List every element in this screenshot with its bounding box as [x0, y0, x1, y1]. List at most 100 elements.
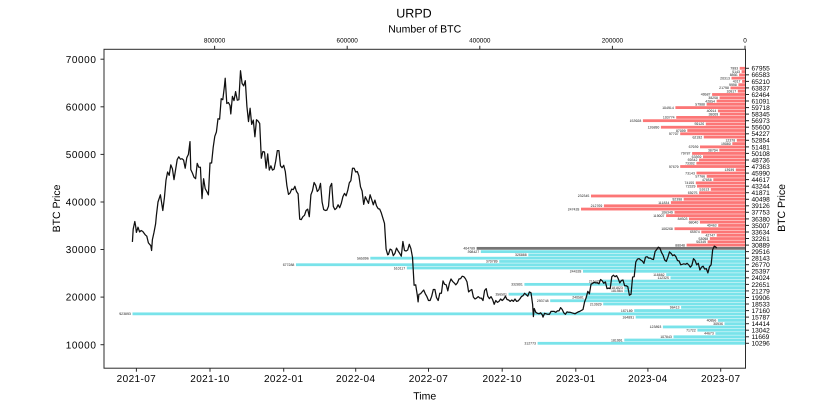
svg-text:Number of BTC: Number of BTC [388, 23, 461, 35]
svg-text:213929: 213929 [590, 302, 602, 306]
svg-text:52854: 52854 [752, 138, 771, 145]
svg-text:10817: 10817 [726, 89, 736, 93]
svg-text:57988: 57988 [695, 103, 705, 107]
svg-text:40000: 40000 [66, 198, 97, 209]
svg-text:2023-01: 2023-01 [556, 374, 596, 385]
svg-text:25397: 25397 [752, 269, 771, 276]
svg-text:7993: 7993 [730, 67, 738, 71]
svg-text:38258: 38258 [708, 96, 718, 100]
svg-text:48736: 48736 [752, 157, 771, 164]
svg-text:45990: 45990 [752, 171, 771, 178]
svg-text:49587: 49587 [701, 93, 711, 97]
svg-text:63837: 63837 [752, 85, 771, 92]
svg-text:37753: 37753 [752, 210, 771, 217]
svg-text:Time: Time [413, 391, 436, 403]
svg-text:600000: 600000 [337, 37, 359, 44]
svg-text:58345: 58345 [752, 112, 771, 119]
svg-text:11669: 11669 [752, 334, 770, 341]
svg-text:33634: 33634 [752, 229, 771, 236]
svg-text:181984: 181984 [611, 289, 623, 293]
svg-text:51481: 51481 [752, 144, 771, 151]
svg-text:21798: 21798 [719, 86, 729, 90]
svg-text:111834: 111834 [658, 201, 669, 205]
svg-text:96413: 96413 [670, 306, 680, 310]
svg-text:17160: 17160 [752, 308, 771, 315]
svg-text:398427: 398427 [468, 250, 480, 254]
svg-text:10000: 10000 [66, 340, 97, 351]
svg-text:10296: 10296 [752, 341, 771, 348]
svg-text:68040: 68040 [689, 220, 699, 224]
svg-text:181823: 181823 [611, 286, 623, 290]
svg-text:19080: 19080 [721, 142, 731, 146]
svg-text:54227: 54227 [752, 131, 771, 138]
svg-text:181991: 181991 [611, 338, 623, 342]
svg-text:URPD: URPD [396, 7, 431, 21]
svg-text:247428: 247428 [568, 207, 580, 211]
svg-text:71722: 71722 [686, 328, 696, 332]
svg-text:61091: 61091 [752, 98, 771, 105]
svg-text:244328: 244328 [570, 270, 582, 274]
svg-text:30000: 30000 [66, 245, 97, 256]
svg-text:57766: 57766 [695, 175, 705, 179]
svg-text:18533: 18533 [752, 301, 771, 308]
svg-text:28143: 28143 [752, 256, 771, 263]
svg-text:326888: 326888 [515, 253, 527, 257]
svg-text:800000: 800000 [204, 37, 226, 44]
svg-text:BTC Price: BTC Price [776, 184, 788, 232]
svg-text:404789: 404789 [463, 247, 475, 251]
svg-text:26770: 26770 [752, 262, 771, 269]
svg-text:24024: 24024 [752, 275, 771, 282]
svg-text:36380: 36380 [752, 216, 771, 223]
svg-text:92398: 92398 [672, 198, 682, 202]
svg-text:104914: 104914 [662, 106, 674, 110]
svg-text:215429: 215429 [589, 279, 601, 283]
svg-text:123893: 123893 [650, 325, 662, 329]
svg-text:164891: 164891 [622, 315, 634, 319]
svg-text:15787: 15787 [752, 315, 771, 322]
svg-text:232345: 232345 [578, 194, 590, 198]
svg-text:62464: 62464 [752, 92, 771, 99]
svg-text:67939: 67939 [689, 145, 699, 149]
svg-text:74155: 74155 [684, 181, 694, 185]
svg-text:42854: 42854 [705, 99, 715, 103]
svg-text:153928: 153928 [630, 119, 642, 123]
svg-text:21279: 21279 [752, 288, 771, 295]
svg-text:38009: 38009 [708, 112, 718, 116]
svg-text:13939: 13939 [724, 168, 734, 172]
svg-text:44673: 44673 [704, 332, 714, 336]
svg-text:67955: 67955 [752, 66, 771, 73]
svg-text:30889: 30889 [752, 243, 771, 250]
svg-text:126890: 126890 [648, 125, 660, 129]
svg-text:2022-10: 2022-10 [482, 374, 522, 385]
svg-text:332801: 332801 [511, 283, 523, 287]
svg-text:2021-10: 2021-10 [190, 374, 230, 385]
svg-text:212769: 212769 [591, 204, 603, 208]
svg-text:35007: 35007 [752, 223, 771, 230]
svg-text:20313: 20313 [720, 76, 730, 80]
svg-text:70000: 70000 [66, 55, 97, 66]
svg-text:73302: 73302 [685, 161, 695, 165]
svg-text:356501: 356501 [495, 292, 507, 296]
svg-text:42747: 42747 [705, 234, 715, 238]
svg-text:12378: 12378 [725, 139, 735, 143]
svg-text:97679: 97679 [669, 165, 679, 169]
svg-text:2021-07: 2021-07 [117, 374, 157, 385]
svg-text:88048: 88048 [675, 243, 685, 247]
svg-text:47858: 47858 [702, 178, 712, 182]
svg-text:9998: 9998 [729, 83, 737, 87]
svg-text:59718: 59718 [752, 105, 771, 112]
svg-text:4317: 4317 [733, 80, 741, 84]
svg-text:63369: 63369 [692, 155, 702, 159]
svg-text:22651: 22651 [752, 282, 771, 289]
svg-text:69342: 69342 [688, 158, 698, 162]
svg-text:40914: 40914 [707, 109, 717, 113]
svg-text:50000: 50000 [66, 150, 97, 161]
svg-text:2022-01: 2022-01 [264, 374, 304, 385]
svg-text:66583: 66583 [752, 72, 771, 79]
svg-text:118882: 118882 [653, 273, 664, 277]
svg-text:84503: 84503 [678, 217, 688, 221]
svg-text:72329: 72329 [686, 184, 696, 188]
svg-text:2023-04: 2023-04 [628, 374, 668, 385]
svg-text:59126: 59126 [694, 122, 704, 126]
svg-text:312773: 312773 [524, 342, 536, 346]
